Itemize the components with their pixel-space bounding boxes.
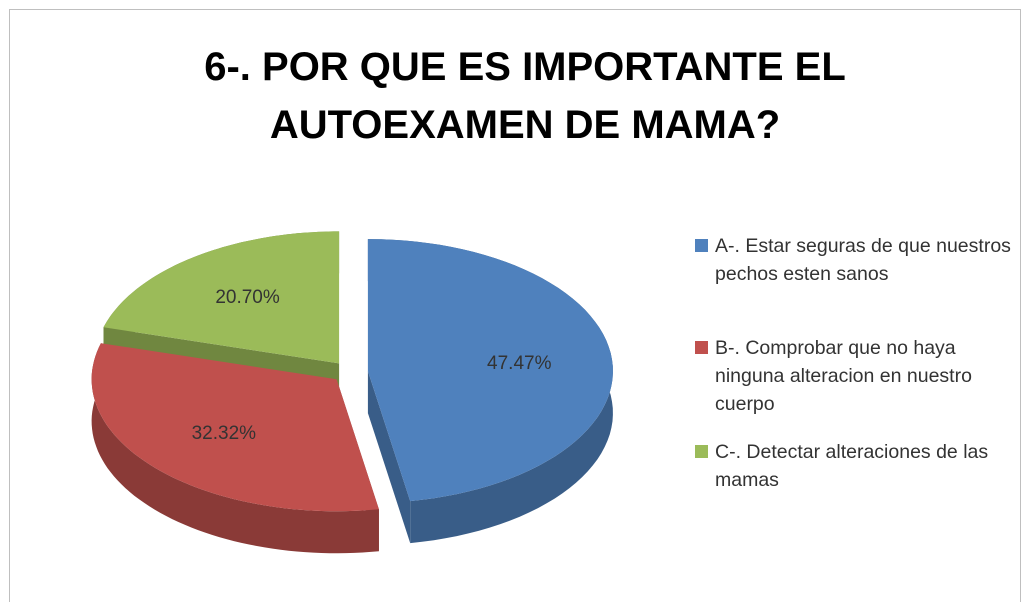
legend-label: A-. Estar seguras de que nuestros pechos…	[715, 235, 1011, 285]
legend-swatch	[695, 239, 708, 252]
legend-entry: A-. Estar seguras de que nuestros pechos…	[695, 232, 1015, 288]
legend-label: B-. Comprobar que no haya ninguna altera…	[715, 337, 972, 415]
chart-frame	[9, 9, 1021, 602]
slice-tops	[91, 231, 613, 512]
data-label: 32.32%	[192, 423, 257, 444]
slice-wall	[367, 371, 411, 544]
slice	[91, 343, 379, 512]
legend-swatch	[695, 445, 708, 458]
legend-entry: B-. Comprobar que no haya ninguna altera…	[695, 334, 1015, 418]
chart-title: 6-. POR QUE ES IMPORTANTE EL AUTOEXAMEN …	[204, 45, 846, 147]
data-label: 47.47%	[487, 353, 552, 374]
slice-rim	[91, 343, 379, 554]
slice	[103, 231, 340, 364]
legend-label: C-. Detectar alteraciones de las mamas	[715, 441, 989, 491]
legend-entry: C-. Detectar alteraciones de las mamas	[695, 438, 1015, 494]
data-label: 20.70%	[215, 287, 280, 308]
legend-swatch	[695, 341, 708, 354]
slice	[367, 239, 613, 502]
